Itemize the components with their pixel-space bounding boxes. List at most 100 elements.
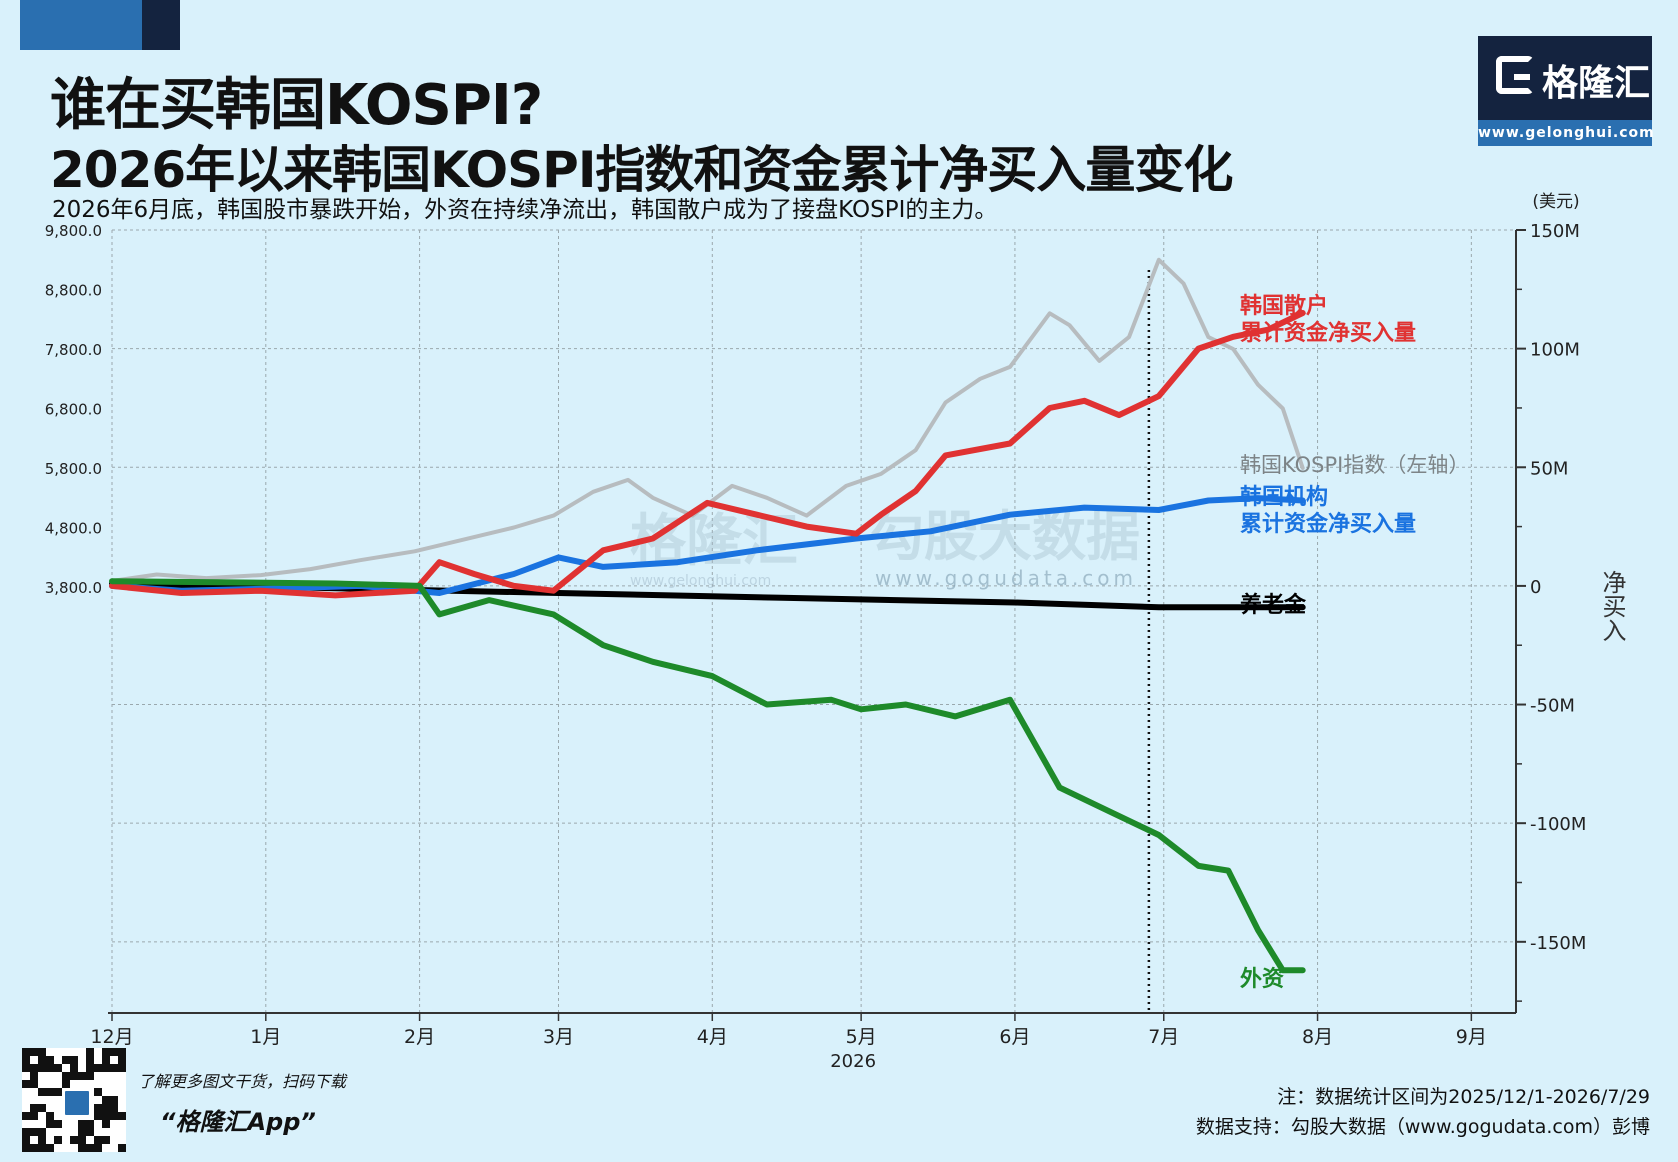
qr-module (70, 1064, 78, 1072)
qr-module (30, 1112, 38, 1120)
brand-logo: 格隆汇 www.gelonghui.com (1478, 36, 1654, 146)
qr-module (102, 1048, 110, 1056)
chart-watermark: 格隆汇www.gelonghui.com勾股大数据www.gogudata.co… (630, 505, 1140, 590)
header-accent-bar (20, 0, 142, 50)
right-axis-title: 净买入 (1598, 570, 1626, 642)
qr-module (78, 1120, 86, 1128)
qr-module (30, 1144, 38, 1152)
qr-module (94, 1144, 102, 1152)
logo-name: 格隆汇 (1542, 63, 1651, 104)
qr-module (38, 1088, 46, 1096)
right-axis-unit: (美元) (1532, 192, 1579, 212)
qr-module (102, 1064, 110, 1072)
qr-module (86, 1120, 94, 1128)
chart-grid (111, 229, 1516, 1013)
left-tick-label-3: 6,800.0 (45, 401, 102, 419)
qr-module (94, 1112, 102, 1120)
qr-module (118, 1112, 126, 1120)
qr-module (110, 1048, 118, 1056)
qr-module (94, 1088, 102, 1096)
qr-module (38, 1136, 46, 1144)
x-year-label: 2026 (830, 1051, 876, 1072)
x-tick-label-9: 9月 (1456, 1026, 1487, 1048)
qr-module (46, 1120, 54, 1128)
qr-module (86, 1144, 94, 1152)
app-name: “格隆汇App” (160, 1108, 316, 1136)
qr-module (54, 1136, 62, 1144)
qr-module (30, 1064, 38, 1072)
qr-module (70, 1072, 78, 1080)
page-title: 谁在买韩国KOSPI? (50, 73, 543, 138)
qr-module (38, 1056, 46, 1064)
qr-module (22, 1080, 30, 1088)
watermark-data-url: www.gogudata.com (875, 566, 1137, 590)
left-tick-label-5: 4,800.0 (45, 520, 102, 538)
qr-module (70, 1136, 78, 1144)
gelonghui-logo-icon (1496, 56, 1534, 94)
chart-axes: 12月 1月 2月 3月 4月 5月 6月 7月 8月 9月 2026 9,800.0 8,800.0 7… (45, 192, 1626, 1072)
x-tick-label-0: 12月 (90, 1026, 133, 1048)
x-tick-label-2: 2月 (404, 1026, 435, 1048)
qr-module (102, 1056, 110, 1064)
series-label-retail-line2: 累计资金净买入量 (1240, 320, 1416, 346)
qr-module (22, 1048, 30, 1056)
chart-subtitle: 2026年6月底，韩国股市暴跌开始，外资在持续净流出，韩国散户成为了接盘KOSP… (52, 197, 998, 223)
qr-module (86, 1064, 94, 1072)
watermark-brand-url: www.gelonghui.com (630, 573, 771, 589)
series-line-kospi (110, 257, 1305, 583)
logo-url: www.gelonghui.com (1478, 120, 1654, 146)
qr-module (54, 1064, 62, 1072)
data-range-note: 注：数据统计区间为2025/12/1-2026/7/29 (1277, 1086, 1650, 1108)
chart-series-labels: 韩国散户累计资金净买入量韩国KOSPI指数（左轴）韩国机构累计资金净买入量养老金… (1239, 293, 1469, 992)
qr-module (86, 1128, 94, 1136)
series-label-foreign: 外资 (1240, 966, 1284, 992)
page-title-line2: 2026年以来韩国KOSPI指数和资金累计净买入量变化 (50, 141, 1233, 199)
qr-module (22, 1136, 30, 1144)
qr-module (110, 1104, 118, 1112)
qr-module (38, 1064, 46, 1072)
right-tick-label-3: 0 (1530, 577, 1541, 598)
series-label-pension: 养老金 (1239, 592, 1307, 618)
series-label-institution-line2: 累计资金净买入量 (1240, 511, 1416, 537)
chart-series (109, 257, 1306, 974)
qr-module (110, 1064, 118, 1072)
qr-module (102, 1104, 110, 1112)
left-tick-label-6: 3,800.0 (45, 579, 102, 597)
qr-module (102, 1096, 110, 1104)
x-tick-label-8: 8月 (1302, 1026, 1333, 1048)
qr-module (102, 1136, 110, 1144)
qr-module (30, 1072, 38, 1080)
left-tick-label-0: 9,800.0 (45, 222, 102, 240)
qr-module (78, 1144, 86, 1152)
qr-module (38, 1048, 46, 1056)
right-tick-label-6: -150M (1530, 933, 1586, 954)
x-tick-label-5: 5月 (846, 1026, 877, 1048)
qr-code[interactable] (22, 1048, 126, 1152)
right-tick-label-1: 100M (1530, 340, 1580, 361)
x-tick-label-1: 1月 (250, 1026, 281, 1048)
qr-module (86, 1072, 94, 1080)
header-accent-block (142, 0, 180, 50)
qr-module (78, 1136, 86, 1144)
qr-module (30, 1048, 38, 1056)
qr-module (54, 1088, 62, 1096)
qr-module (30, 1128, 38, 1136)
qr-module (46, 1088, 54, 1096)
series-label-institution-line1: 韩国机构 (1240, 484, 1328, 510)
right-tick-label-2: 50M (1530, 458, 1568, 479)
left-tick-label-4: 5,800.0 (45, 460, 102, 478)
qr-module (62, 1056, 70, 1064)
right-tick-label-5: -100M (1530, 814, 1586, 835)
qr-module (54, 1120, 62, 1128)
qr-module (118, 1144, 126, 1152)
right-tick-label-4: -50M (1530, 696, 1575, 717)
series-label-kospi: 韩国KOSPI指数（左轴） (1240, 453, 1469, 477)
qr-module (22, 1064, 30, 1072)
qr-module (86, 1056, 94, 1064)
qr-module (62, 1080, 70, 1088)
qr-module (102, 1120, 110, 1128)
qr-module (38, 1104, 46, 1112)
qr-module (94, 1136, 102, 1144)
qr-module (22, 1144, 30, 1152)
promo-text: 了解更多图文干货，扫码下载 (138, 1072, 347, 1091)
